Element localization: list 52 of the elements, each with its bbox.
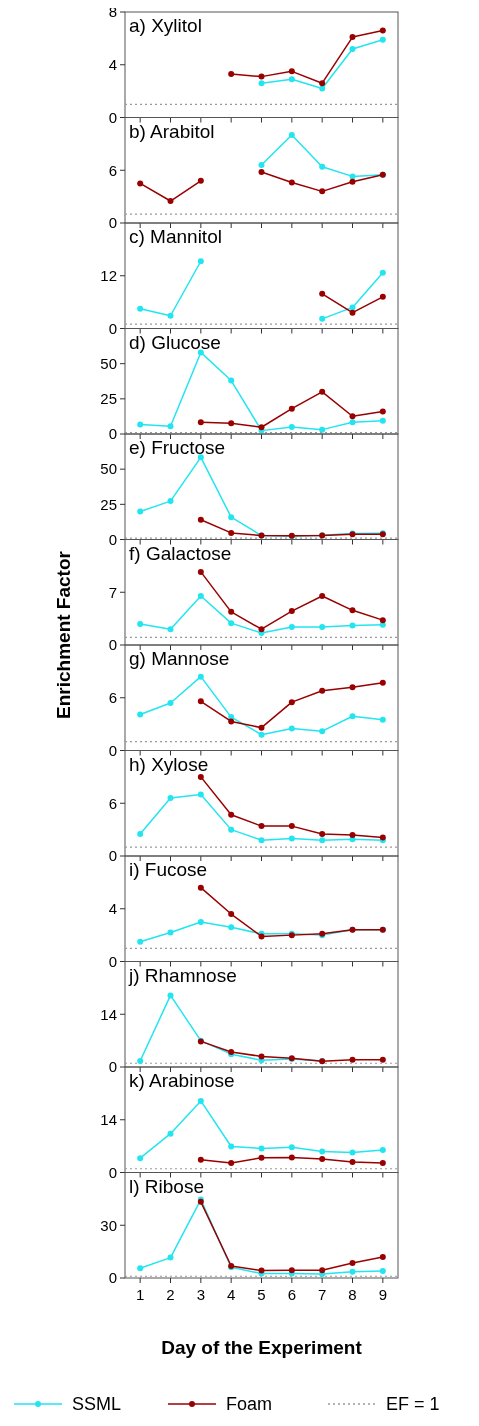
- y-tick-label: 0: [108, 741, 117, 759]
- y-tick-label: 0: [108, 425, 117, 443]
- y-tick-label: 0: [108, 108, 117, 126]
- y-tick-label: 0: [108, 1269, 117, 1287]
- y-tick-label: 0: [108, 1163, 117, 1181]
- chart-title: j) Rhamnose: [128, 964, 237, 986]
- x-tick-label: 8: [348, 1286, 357, 1303]
- x-tick-label: 9: [378, 1286, 388, 1303]
- y-tick-label: 30: [100, 1216, 117, 1234]
- chart-title: e) Fructose: [129, 437, 226, 458]
- y-tick-label: 0: [108, 319, 117, 337]
- y-tick-label: 6: [108, 161, 117, 179]
- y-tick-label: 6: [108, 689, 117, 706]
- y-tick-label: 7: [108, 583, 117, 601]
- y-tick-label: 4: [108, 900, 117, 917]
- x-tick-label: 7: [317, 1286, 327, 1303]
- y-tick-label: 14: [100, 1111, 117, 1128]
- y-tick-label: 0: [108, 1058, 117, 1076]
- chart-title: k) Arabinose: [129, 1070, 235, 1091]
- legend-label: Foam: [226, 1394, 273, 1415]
- y-tick-label: 0: [108, 847, 117, 865]
- chart-title: l) Ribose: [129, 1175, 204, 1197]
- y-tick-label: 0: [108, 636, 117, 654]
- y-tick-label: 12: [100, 267, 117, 284]
- chart-title: d) Glucose: [129, 331, 221, 353]
- chart-title: i) Fucose: [129, 859, 208, 880]
- y-tick-label: 25: [100, 495, 117, 513]
- x-tick-label: 1: [135, 1286, 145, 1303]
- chart-title: g) Mannose: [129, 648, 230, 669]
- x-tick-label: 4: [226, 1286, 236, 1303]
- chart-title: f) Galactose: [129, 542, 232, 564]
- y-tick-label: 0: [108, 952, 117, 970]
- chart-title: b) Arabitol: [129, 120, 215, 142]
- y-tick-label: 25: [100, 390, 117, 408]
- x-axis-title: Day of the Experiment: [161, 1337, 363, 1358]
- y-tick-label: 14: [100, 1005, 117, 1023]
- y-tick-label: 0: [108, 214, 117, 232]
- legend-label: SSML: [72, 1394, 122, 1415]
- legend-label: EF = 1: [386, 1394, 440, 1415]
- y-tick-label: 50: [100, 460, 117, 478]
- chart-title: h) Xylose: [129, 753, 209, 775]
- x-tick-label: 3: [196, 1286, 206, 1303]
- y-tick-label: 0: [108, 530, 117, 548]
- y-tick-label: 4: [108, 56, 117, 73]
- y-axis-title: Enrichment Factor: [53, 550, 74, 719]
- chart-title: c) Mannitol: [129, 226, 222, 247]
- x-tick-label: 5: [257, 1286, 266, 1303]
- y-tick-label: 50: [100, 354, 117, 372]
- x-tick-label: 2: [166, 1286, 175, 1303]
- y-tick-label: 6: [108, 794, 117, 812]
- chart-title: a) Xylitol: [129, 15, 202, 36]
- x-tick-label: 6: [287, 1286, 297, 1303]
